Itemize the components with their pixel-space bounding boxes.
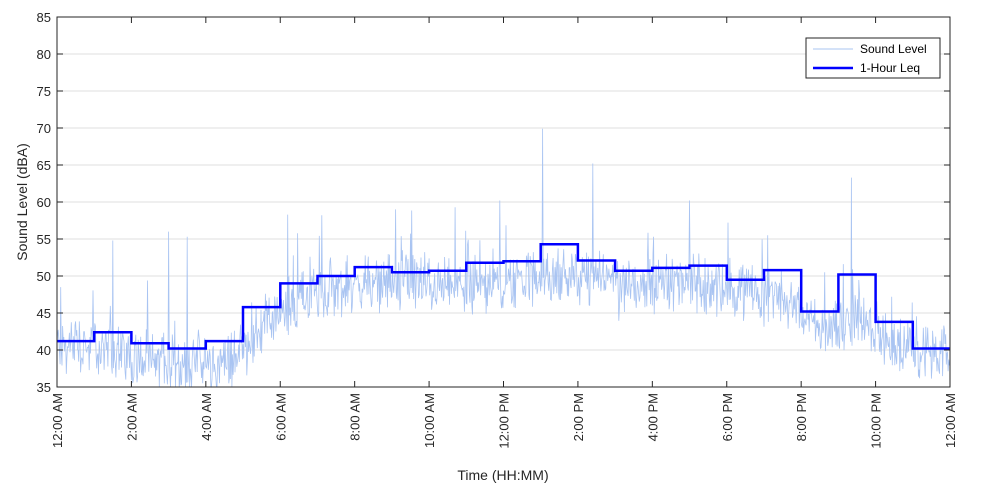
leq-step-line bbox=[57, 242, 950, 350]
legend-label-leq: 1-Hour Leq bbox=[860, 61, 920, 75]
leq-series bbox=[57, 242, 950, 350]
x-axis-label: Time (HH:MM) bbox=[457, 467, 548, 483]
x-tick-label: 10:00 AM bbox=[422, 393, 437, 448]
y-tick-label: 40 bbox=[37, 343, 51, 358]
y-tick-label: 80 bbox=[37, 47, 51, 62]
grid-lines bbox=[57, 53, 950, 351]
legend-label-sound-level: Sound Level bbox=[860, 42, 927, 56]
x-tick-label: 4:00 AM bbox=[199, 393, 214, 441]
y-tick-label: 85 bbox=[37, 10, 51, 25]
y-axis: 35 40 45 50 55 60 65 70 75 80 85 bbox=[37, 10, 950, 395]
x-tick-label: 12:00 PM bbox=[497, 393, 512, 449]
y-tick-label: 35 bbox=[37, 380, 51, 395]
y-tick-label: 75 bbox=[37, 84, 51, 99]
y-axis-label: Sound Level (dBA) bbox=[14, 143, 30, 261]
y-tick-label: 70 bbox=[37, 121, 51, 136]
x-tick-label: 8:00 PM bbox=[794, 393, 809, 441]
x-tick-label: 2:00 PM bbox=[571, 393, 586, 441]
sound-level-line bbox=[56, 128, 951, 388]
x-tick-label: 8:00 AM bbox=[348, 393, 363, 441]
sound-level-series bbox=[56, 128, 951, 388]
legend: Sound Level 1-Hour Leq bbox=[805, 37, 941, 79]
x-axis: 12:00 AM 2:00 AM 4:00 AM 6:00 AM 8:00 AM 10:0… bbox=[50, 17, 958, 449]
x-tick-label: 2:00 AM bbox=[124, 393, 139, 441]
y-tick-label: 60 bbox=[37, 195, 51, 210]
y-tick-label: 50 bbox=[37, 269, 51, 284]
y-tick-label: 45 bbox=[37, 306, 51, 321]
x-tick-label: 10:00 PM bbox=[869, 393, 884, 449]
legend-box bbox=[805, 37, 941, 79]
x-tick-label: 4:00 PM bbox=[645, 393, 660, 441]
y-tick-label: 65 bbox=[37, 158, 51, 173]
y-tick-label: 55 bbox=[37, 232, 51, 247]
x-tick-label: 12:00 AM bbox=[50, 393, 65, 448]
x-tick-label: 6:00 PM bbox=[720, 393, 735, 441]
x-tick-label: 6:00 AM bbox=[273, 393, 288, 441]
x-tick-label: 12:00 AM bbox=[943, 393, 958, 448]
